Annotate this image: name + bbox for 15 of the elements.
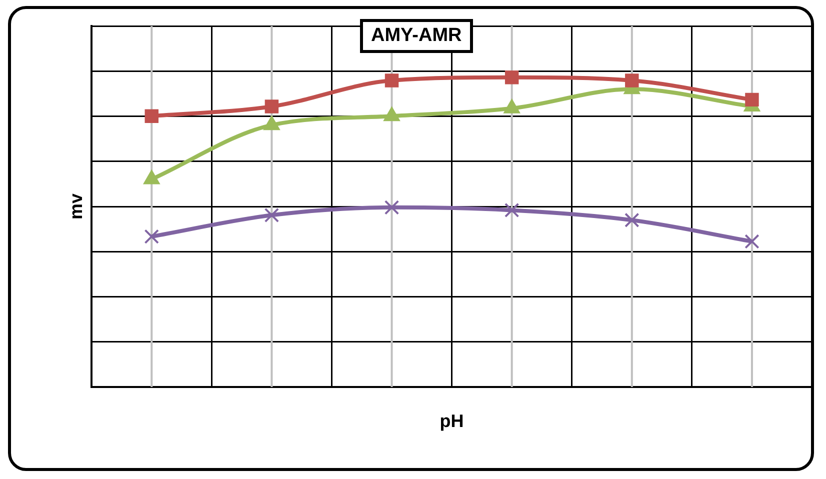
point: [504, 70, 519, 84]
chart-title: AMY-AMR: [360, 19, 473, 53]
point: [504, 202, 520, 218]
x-axis-title: pH: [440, 411, 464, 432]
point: [144, 109, 158, 123]
point: [144, 229, 159, 244]
point: [384, 200, 400, 215]
y-axis-title: mv: [66, 193, 86, 220]
point: [264, 100, 279, 114]
point: [624, 212, 640, 228]
point: [264, 208, 280, 223]
point: [745, 92, 759, 107]
point: [625, 74, 639, 88]
point: [384, 74, 399, 88]
point: [744, 234, 760, 249]
